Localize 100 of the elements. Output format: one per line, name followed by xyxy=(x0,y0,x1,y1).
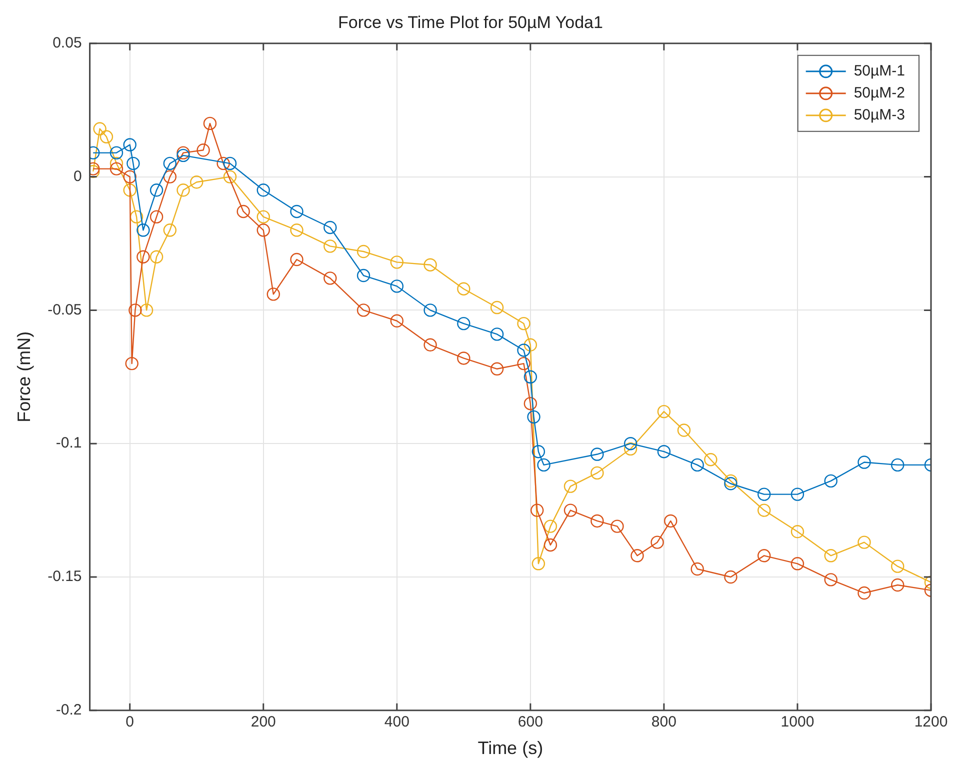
point xyxy=(891,458,904,472)
x-axis-title: Time (s) xyxy=(478,738,544,758)
point xyxy=(824,474,838,488)
point xyxy=(93,122,106,136)
point xyxy=(140,304,154,317)
y-tick-label: -0.2 xyxy=(56,702,82,719)
point xyxy=(123,184,136,197)
point xyxy=(590,514,604,528)
point xyxy=(324,240,337,253)
point xyxy=(624,442,638,456)
point xyxy=(657,404,671,418)
point xyxy=(150,210,164,224)
y-tick-label: -0.05 xyxy=(48,301,82,318)
point xyxy=(490,300,504,314)
point xyxy=(176,184,190,197)
point xyxy=(858,586,871,600)
point xyxy=(724,474,738,488)
point xyxy=(324,220,337,234)
point xyxy=(664,514,678,528)
point xyxy=(724,570,738,584)
point xyxy=(290,204,304,218)
x-tick-label: 0 xyxy=(126,714,134,731)
point xyxy=(390,256,404,269)
point xyxy=(110,156,124,170)
point xyxy=(517,356,530,370)
point xyxy=(128,304,142,317)
point xyxy=(790,525,804,538)
point xyxy=(457,282,470,296)
point xyxy=(610,520,624,533)
point xyxy=(256,224,270,237)
point xyxy=(564,480,578,493)
point xyxy=(130,210,144,224)
point xyxy=(757,504,771,517)
x-tick-label: 1000 xyxy=(780,714,814,731)
point xyxy=(724,477,738,490)
point xyxy=(624,437,638,450)
point xyxy=(100,130,114,144)
point xyxy=(390,314,404,328)
point xyxy=(891,560,904,573)
chart-title: Force vs Time Plot for 50µM Yoda1 xyxy=(338,12,603,32)
point xyxy=(630,549,644,562)
point xyxy=(256,210,270,224)
point xyxy=(356,304,370,317)
point xyxy=(216,156,230,170)
point xyxy=(757,549,771,562)
point xyxy=(150,250,164,264)
point xyxy=(891,578,904,592)
point xyxy=(457,352,470,365)
point xyxy=(123,138,136,152)
y-tick-label: 0 xyxy=(73,168,82,185)
point xyxy=(110,146,124,160)
point xyxy=(690,562,704,576)
point xyxy=(125,356,138,370)
point xyxy=(858,456,871,469)
point xyxy=(517,344,530,357)
point xyxy=(590,448,604,461)
point xyxy=(163,224,177,237)
y-tick-label: -0.1 xyxy=(56,434,82,452)
point xyxy=(136,224,150,237)
point xyxy=(677,424,691,437)
point xyxy=(524,396,538,410)
point xyxy=(537,458,550,472)
y-tick-label: -0.15 xyxy=(48,568,82,586)
point xyxy=(203,116,217,130)
x-tick-label: 1200 xyxy=(914,714,948,731)
point xyxy=(163,170,177,184)
x-tick-label: 200 xyxy=(250,714,276,731)
x-tick-label: 600 xyxy=(518,714,543,731)
point xyxy=(424,338,437,352)
point xyxy=(236,204,250,218)
point xyxy=(424,258,437,272)
point xyxy=(790,557,804,570)
point xyxy=(223,170,237,184)
point xyxy=(527,410,540,424)
point xyxy=(544,520,558,533)
point xyxy=(530,504,544,517)
point xyxy=(123,170,136,184)
point xyxy=(424,304,437,317)
point xyxy=(532,445,546,458)
point xyxy=(356,244,370,258)
point xyxy=(290,224,304,237)
point xyxy=(266,288,280,301)
point xyxy=(110,162,124,176)
point xyxy=(564,504,578,517)
point xyxy=(356,268,370,282)
y-tick-label: 0.05 xyxy=(52,34,82,52)
point xyxy=(390,280,404,293)
point xyxy=(517,316,530,330)
point xyxy=(544,538,558,552)
point xyxy=(824,573,838,586)
point xyxy=(790,488,804,501)
point xyxy=(524,370,538,384)
point xyxy=(324,272,337,285)
point xyxy=(690,458,704,472)
point xyxy=(176,148,190,162)
point xyxy=(657,445,671,458)
point xyxy=(590,466,604,480)
legend-label: 50µM-3 xyxy=(854,106,906,124)
point xyxy=(150,184,164,197)
point xyxy=(490,362,504,376)
